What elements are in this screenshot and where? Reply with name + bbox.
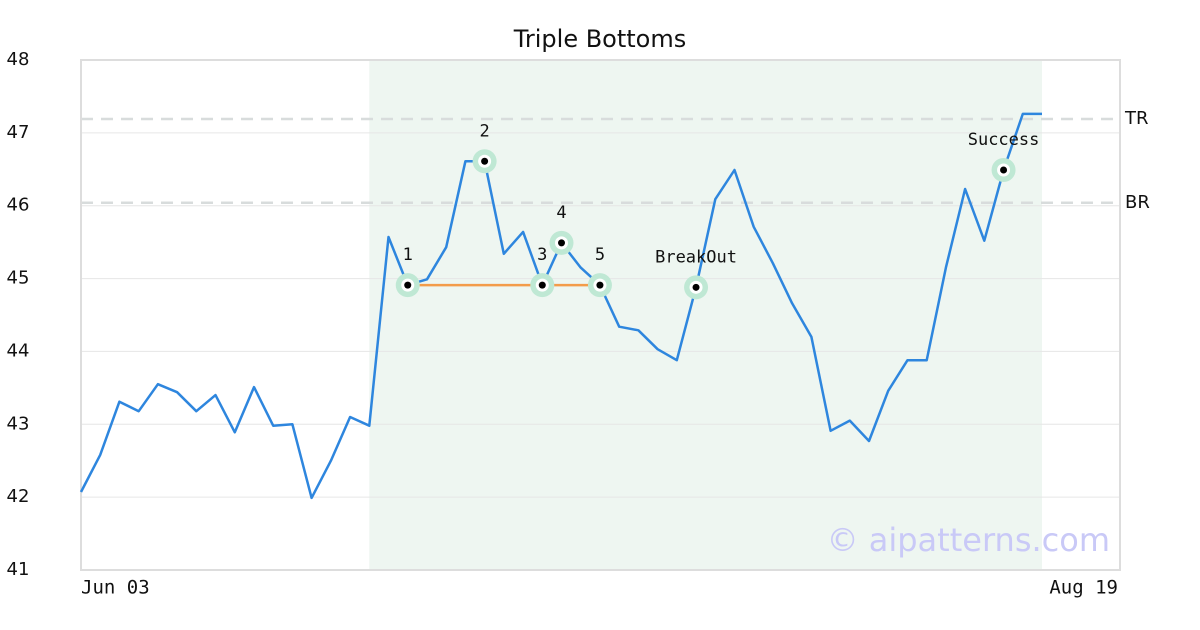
marker-dot [692,283,700,291]
y-tick-label: 44 [7,340,30,361]
annotation-label: 1 [403,245,413,265]
level-label: BR [1125,192,1150,213]
level-label: TR [1124,108,1149,129]
y-tick-label: 41 [7,559,30,580]
y-tick-label: 45 [7,268,30,289]
pattern-region [369,60,1042,570]
y-tick-label: 46 [7,195,30,216]
annotation-label: BreakOut [655,247,737,267]
y-tick-label: 48 [7,49,30,70]
annotation-label: 2 [479,121,489,141]
annotation-label: 4 [556,203,566,223]
y-tick-label: 43 [7,413,30,434]
y-tick-label: 42 [7,486,30,507]
marker-dot [558,239,565,247]
chart-title: Triple Bottoms [513,25,687,53]
marker-dot [1000,166,1008,174]
y-tick-label: 47 [7,122,30,143]
plot-frame [80,59,1121,571]
x-tick-label: Aug 19 [1049,577,1118,599]
marker-dot [538,281,546,289]
marker-dot [481,157,489,165]
annotation-label: Success [968,130,1040,150]
marker-dot [404,281,412,289]
marker-dot [596,281,604,289]
annotation-label: 5 [595,245,605,265]
x-tick-label: Jun 03 [81,577,150,599]
annotation-label: 3 [537,245,547,265]
watermark: © aipatterns.com [827,521,1110,559]
